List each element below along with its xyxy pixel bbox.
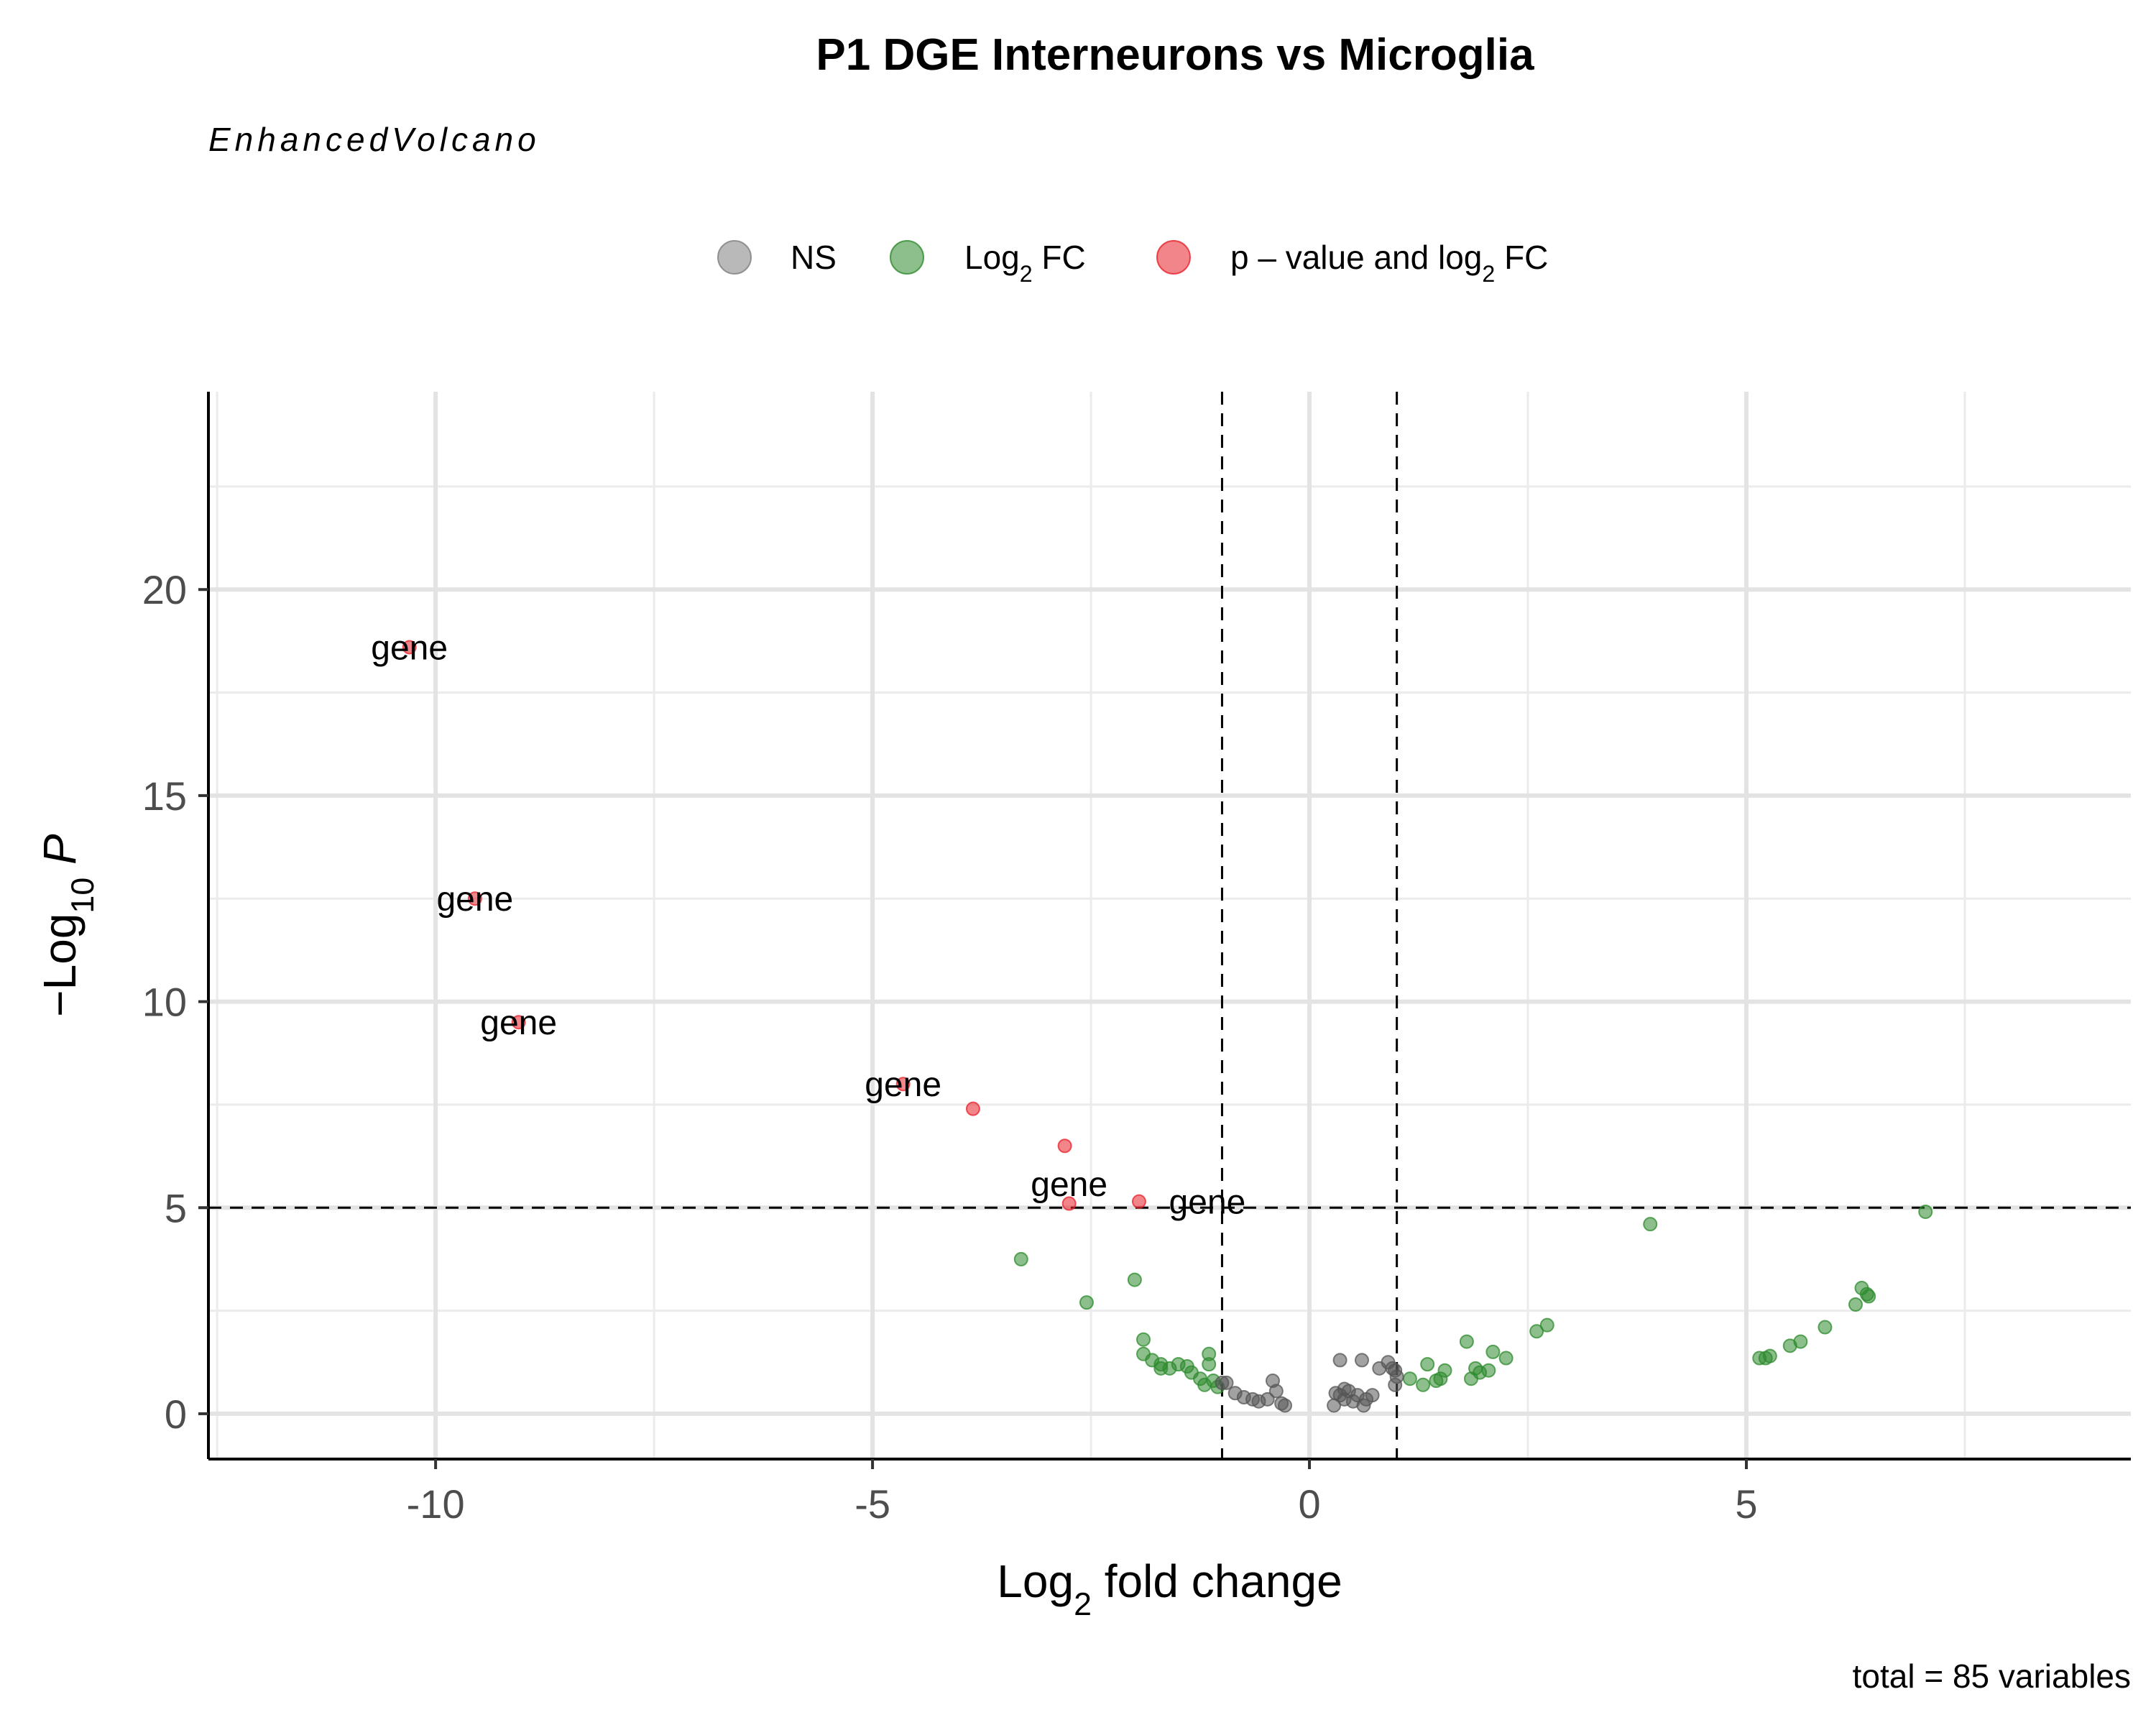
- point-ns: [1355, 1353, 1369, 1368]
- point-fc: [1848, 1297, 1863, 1312]
- point-ns: [1332, 1353, 1348, 1368]
- point-p-fc: [965, 1101, 980, 1116]
- legend-label-ns: NS: [791, 239, 837, 276]
- x-axis-title: Log2 fold change: [997, 1555, 1342, 1622]
- point-fc: [1416, 1377, 1431, 1392]
- point-label: gene: [1031, 1166, 1107, 1204]
- legend: NS Log2 FC p – value and log2 FC: [717, 239, 1548, 287]
- point-p-fc: [1061, 1196, 1077, 1211]
- point-fc: [1437, 1363, 1452, 1378]
- legend-key-ns: [717, 240, 752, 275]
- gridlines: [208, 392, 2131, 1459]
- y-tick-label: 5: [165, 1185, 187, 1230]
- point-fc: [1818, 1320, 1833, 1335]
- point-ns: [1268, 1384, 1284, 1399]
- point-fc: [1485, 1344, 1501, 1359]
- point-ns: [1356, 1398, 1371, 1413]
- point-fc: [1861, 1289, 1876, 1304]
- point-p-fc: [402, 640, 417, 655]
- x-tick-label: -10: [407, 1481, 465, 1527]
- point-fc: [1481, 1363, 1496, 1378]
- point-fc: [1459, 1334, 1474, 1349]
- legend-key-p-fc: [1156, 240, 1191, 275]
- y-tick-label: 15: [142, 773, 187, 819]
- legend-item-fc: Log2 FC: [890, 239, 1086, 287]
- point-ns: [1219, 1375, 1234, 1390]
- y-tick-label: 20: [142, 567, 187, 612]
- point-label: gene: [480, 1004, 557, 1042]
- chart-subtitle: EnhancedVolcano: [208, 121, 540, 158]
- legend-label-fc: Log2 FC: [964, 239, 1086, 287]
- point-p-fc: [511, 1015, 526, 1030]
- chart-title: P1 DGE Interneurons vs Microglia: [816, 30, 1534, 80]
- point-label: gene: [865, 1066, 941, 1104]
- point-label: gene: [371, 629, 448, 667]
- point-label: gene: [436, 880, 513, 919]
- point-p-fc: [1057, 1138, 1072, 1154]
- cutoff-lines: [208, 392, 2131, 1459]
- point-fc: [1202, 1357, 1217, 1372]
- legend-item-ns: NS: [717, 239, 837, 276]
- legend-key-fc: [890, 240, 924, 275]
- point-fc: [1539, 1317, 1554, 1333]
- point-ns: [1260, 1392, 1275, 1407]
- x-tick-label: 5: [1735, 1481, 1757, 1527]
- point-p-fc: [467, 891, 482, 906]
- point-fc: [1529, 1324, 1544, 1339]
- x-axis-ticks: -10 -5 0 5: [407, 1459, 1758, 1527]
- data-points: [402, 640, 1933, 1413]
- point-fc: [1402, 1371, 1417, 1386]
- point-fc: [1918, 1204, 1933, 1219]
- point-fc: [1498, 1351, 1514, 1366]
- point-p-fc: [1131, 1194, 1146, 1209]
- point-fc: [1643, 1217, 1658, 1232]
- point-fc: [1013, 1251, 1028, 1266]
- point-fc: [1136, 1332, 1151, 1347]
- y-tick-label: 0: [165, 1392, 187, 1437]
- legend-label-p-fc: p – value and log2 FC: [1230, 239, 1548, 287]
- x-tick-label: -5: [854, 1481, 890, 1527]
- point-fc: [1127, 1272, 1142, 1287]
- point-ns: [1365, 1388, 1380, 1403]
- point-labels: gene gene gene gene gene gene: [371, 629, 1245, 1221]
- chart-caption: total = 85 variables: [1853, 1657, 2131, 1695]
- point-fc: [1793, 1334, 1808, 1349]
- point-label: gene: [1169, 1184, 1246, 1222]
- point-ns: [1389, 1369, 1404, 1384]
- point-p-fc: [895, 1077, 911, 1092]
- point-fc: [1420, 1357, 1435, 1372]
- y-axis-ticks: 0 5 10 15 20: [142, 567, 208, 1437]
- point-ns: [1332, 1388, 1348, 1403]
- point-ns: [1278, 1398, 1292, 1413]
- y-axis-title: −Log10 P: [34, 834, 101, 1017]
- point-fc: [1762, 1348, 1777, 1363]
- x-tick-label: 0: [1298, 1481, 1320, 1527]
- y-tick-label: 10: [142, 980, 187, 1025]
- legend-item-p-fc: p – value and log2 FC: [1156, 239, 1548, 287]
- point-fc: [1079, 1295, 1094, 1310]
